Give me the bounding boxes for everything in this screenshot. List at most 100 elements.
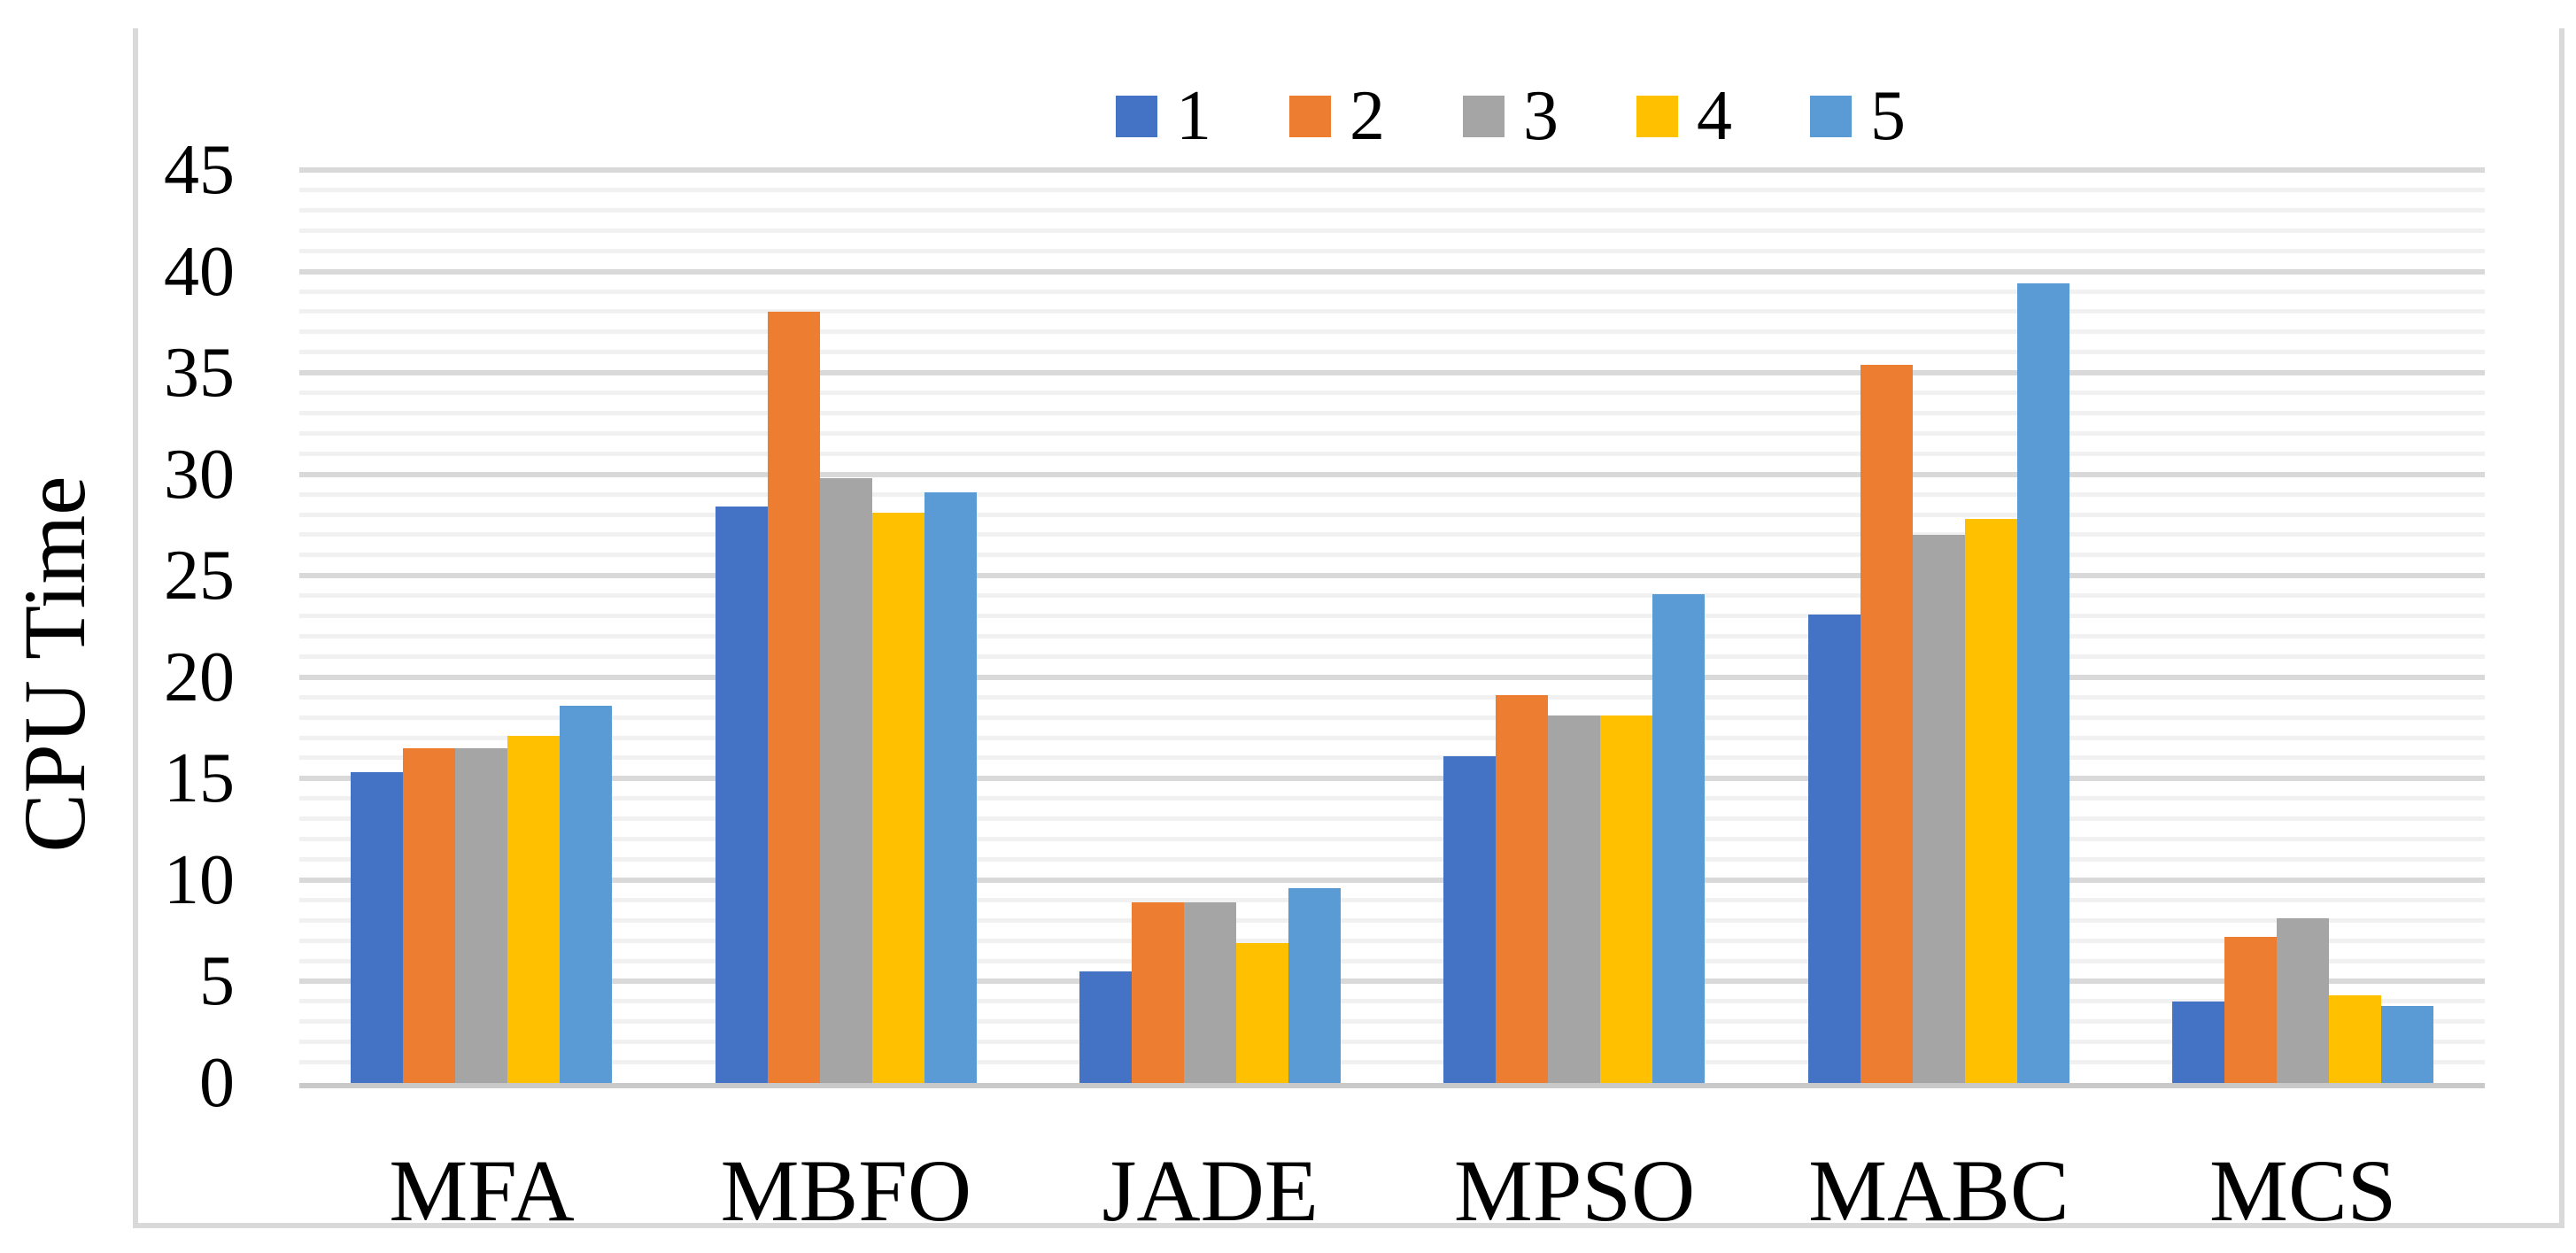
x-category-label-JADE: JADE	[1102, 1141, 1319, 1240]
minor-gridline-41	[299, 248, 2485, 253]
y-tick-label-20: 20	[164, 638, 235, 716]
minor-gridline-33	[299, 410, 2485, 415]
bar-JADE-series-5	[1288, 888, 1341, 1083]
minor-gridline-23	[299, 614, 2485, 619]
bar-MABC-series-2	[1860, 364, 1913, 1083]
major-gridline-40	[299, 268, 2485, 275]
minor-gridline-4	[299, 999, 2485, 1004]
bar-MFA-series-2	[403, 747, 456, 1083]
minor-gridline-2	[299, 1040, 2485, 1045]
minor-gridline-8	[299, 917, 2485, 923]
minor-gridline-27	[299, 532, 2485, 538]
bar-MFA-series-4	[507, 736, 561, 1083]
chart-area-border	[133, 28, 2564, 1228]
bar-JADE-series-3	[1183, 902, 1236, 1083]
legend-item-5: 5	[1810, 81, 1906, 151]
y-tick-label-40: 40	[164, 232, 235, 311]
major-gridline-5	[299, 978, 2485, 985]
x-axis-line	[299, 1083, 2485, 1088]
bar-JADE-series-4	[1235, 942, 1288, 1083]
bar-MPSO-series-1	[1443, 756, 1497, 1083]
bar-MPSO-series-3	[1548, 715, 1601, 1083]
minor-gridline-43	[299, 207, 2485, 213]
major-gridline-15	[299, 776, 2485, 782]
bar-MCS-series-5	[2380, 1005, 2433, 1083]
x-category-label-MBFO: MBFO	[720, 1141, 972, 1240]
legend-item-3: 3	[1463, 81, 1559, 151]
minor-gridline-42	[299, 228, 2485, 233]
legend-label-4: 4	[1697, 77, 1732, 155]
legend: 1 2 3 4 5	[1116, 75, 1906, 157]
minor-gridline-12	[299, 837, 2485, 842]
y-tick-label-5: 5	[199, 942, 235, 1021]
bar-JADE-series-1	[1079, 971, 1132, 1083]
x-category-label-MCS: MCS	[2209, 1141, 2397, 1240]
x-category-label-MFA: MFA	[389, 1141, 575, 1240]
minor-gridline-38	[299, 309, 2485, 314]
y-tick-label-0: 0	[199, 1044, 235, 1122]
minor-gridline-7	[299, 938, 2485, 943]
bar-MCS-series-1	[2171, 1002, 2224, 1083]
minor-gridline-28	[299, 512, 2485, 517]
minor-gridline-14	[299, 796, 2485, 801]
y-tick-label-15: 15	[164, 739, 235, 818]
bar-MABC-series-3	[1912, 535, 1965, 1083]
x-category-label-MPSO: MPSO	[1453, 1141, 1696, 1240]
minor-gridline-29	[299, 491, 2485, 497]
minor-gridline-3	[299, 1019, 2485, 1025]
legend-label-2: 2	[1350, 77, 1385, 155]
bar-MFA-series-1	[351, 772, 404, 1083]
minor-gridline-16	[299, 755, 2485, 761]
y-tick-label-30: 30	[164, 435, 235, 514]
legend-label-1: 1	[1176, 77, 1211, 155]
minor-gridline-39	[299, 289, 2485, 294]
x-category-label-MABC: MABC	[1808, 1141, 2069, 1240]
bar-MABC-series-1	[1807, 614, 1860, 1083]
bar-MBFO-series-1	[715, 507, 768, 1083]
minor-gridline-21	[299, 654, 2485, 659]
bar-MBFO-series-5	[924, 492, 977, 1083]
bar-MABC-series-4	[1964, 519, 2017, 1083]
bar-MCS-series-3	[2276, 918, 2329, 1083]
bar-MFA-series-5	[560, 705, 613, 1083]
major-gridline-25	[299, 573, 2485, 579]
minor-gridline-31	[299, 451, 2485, 456]
minor-gridline-24	[299, 593, 2485, 599]
bar-MCS-series-4	[2328, 995, 2381, 1083]
bar-MBFO-series-3	[819, 478, 872, 1083]
legend-label-3: 3	[1523, 77, 1559, 155]
bar-MABC-series-5	[2016, 283, 2069, 1083]
bar-MBFO-series-4	[871, 513, 924, 1083]
major-gridline-45	[299, 167, 2485, 174]
y-tick-label-10: 10	[164, 840, 235, 919]
minor-gridline-22	[299, 633, 2485, 638]
bar-MPSO-series-4	[1600, 715, 1653, 1083]
bar-MFA-series-3	[455, 747, 508, 1083]
minor-gridline-18	[299, 715, 2485, 720]
legend-swatch-4	[1636, 95, 1678, 137]
legend-item-4: 4	[1636, 81, 1732, 151]
y-tick-label-25: 25	[164, 537, 235, 615]
major-gridline-10	[299, 877, 2485, 883]
minor-gridline-26	[299, 553, 2485, 558]
minor-gridline-19	[299, 694, 2485, 700]
bar-MBFO-series-2	[767, 312, 820, 1083]
bar-JADE-series-2	[1131, 902, 1184, 1083]
y-axis-title: CPU Time	[5, 476, 104, 853]
minor-gridline-44	[299, 187, 2485, 192]
minor-gridline-1	[299, 1060, 2485, 1065]
y-tick-label-45: 45	[164, 131, 235, 210]
legend-swatch-2	[1289, 95, 1331, 137]
legend-swatch-5	[1810, 95, 1852, 137]
minor-gridline-9	[299, 897, 2485, 902]
minor-gridline-13	[299, 816, 2485, 822]
major-gridline-30	[299, 471, 2485, 477]
minor-gridline-34	[299, 391, 2485, 396]
legend-swatch-1	[1116, 95, 1157, 137]
minor-gridline-36	[299, 350, 2485, 355]
minor-gridline-6	[299, 958, 2485, 963]
major-gridline-35	[299, 370, 2485, 376]
minor-gridline-32	[299, 430, 2485, 436]
